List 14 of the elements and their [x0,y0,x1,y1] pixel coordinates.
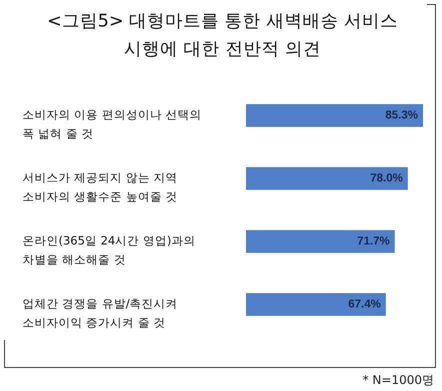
data-label: 78.0% [370,172,403,184]
data-label: 71.7% [357,236,390,248]
bar [246,230,395,253]
text: * N=1000명 [362,372,434,389]
chart-title: <그림5> 대형마트를 통한 새벽배송 서비스 시행에 대한 전반적 의견 [47,12,398,60]
data-label: 67.4% [348,298,381,310]
y-tick-label: 소비자의 이용 편의성이나 선택의 폭 넓혀 줄 것 [22,108,202,140]
y-tick-label: 업체간 경쟁을 유발/촉진시켜 소비자이익 증가시켜 줄 것 [22,296,178,330]
bar [246,293,386,316]
y-tick-label: 서비스가 제공되지 않는 지역 소비자의 생활수준 높여줄 것 [22,170,178,204]
data-label: 85.3% [385,110,418,122]
y-tick-label: 온라인(365일 24시간 영업)과의 차별을 해소해줄 것 [22,234,196,266]
bar [246,104,423,127]
bar [246,167,408,190]
